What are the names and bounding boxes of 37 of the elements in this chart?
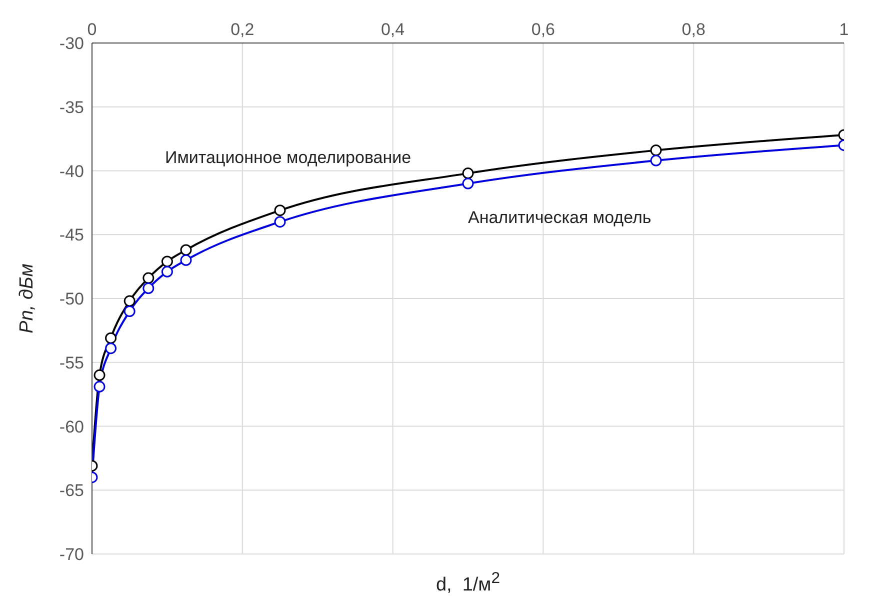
y-axis-title: Pn, дБм — [16, 264, 38, 334]
point — [650, 154, 662, 166]
x-tick-label: 0,8 — [682, 20, 706, 39]
y-tick-label: -60 — [59, 417, 84, 436]
y-tick-label: -50 — [59, 290, 84, 309]
annotation: Имитационное моделирование — [165, 148, 412, 168]
point — [161, 266, 173, 278]
x-tick-label: 0,2 — [230, 20, 254, 39]
y-tick-label: -35 — [59, 98, 84, 117]
point — [274, 216, 286, 228]
annotation: Аналитическая модель — [468, 208, 652, 228]
point — [124, 295, 136, 307]
x-tick-label: 1 — [839, 20, 849, 39]
point — [105, 342, 117, 354]
y-tick-label: -40 — [59, 162, 84, 181]
point — [180, 244, 192, 256]
point — [180, 254, 192, 266]
y-tick-label: -45 — [59, 226, 84, 245]
y-tick-label: -55 — [59, 353, 84, 372]
point — [124, 306, 136, 318]
point — [650, 144, 662, 156]
x-tick-label: 0,6 — [531, 20, 556, 39]
y-tick-label: -65 — [59, 481, 84, 500]
y-tick-label: -30 — [59, 34, 84, 54]
y-tick-label: -70 — [59, 545, 84, 564]
point — [462, 178, 474, 190]
point — [142, 282, 154, 294]
point — [142, 272, 154, 284]
x-axis-title: d, 1/м$^{2}$ — [434, 570, 502, 596]
point — [94, 369, 106, 381]
point — [462, 168, 474, 180]
x-tick-label: 0,4 — [380, 20, 405, 39]
x-tick-label: 0 — [87, 20, 97, 39]
point — [274, 204, 286, 216]
point — [94, 380, 106, 392]
point — [161, 256, 173, 268]
point — [105, 332, 117, 344]
